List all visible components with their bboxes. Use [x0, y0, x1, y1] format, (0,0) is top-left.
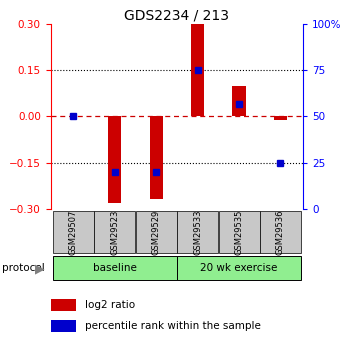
Bar	[53, 211, 94, 253]
Text: log2 ratio: log2 ratio	[85, 300, 135, 310]
Text: GSM29507: GSM29507	[69, 209, 78, 255]
Text: GSM29535: GSM29535	[235, 209, 244, 255]
Text: percentile rank within the sample: percentile rank within the sample	[85, 321, 261, 331]
Bar	[191, 24, 204, 117]
Bar	[108, 117, 121, 203]
Bar	[260, 211, 301, 253]
Text: GSM29529: GSM29529	[152, 209, 161, 255]
Text: 20 wk exercise: 20 wk exercise	[200, 263, 278, 273]
Text: GSM29533: GSM29533	[193, 209, 202, 255]
Bar	[177, 211, 218, 253]
Bar	[94, 211, 135, 253]
Text: protocol: protocol	[2, 264, 44, 273]
Bar	[136, 211, 177, 253]
Text: GSM29523: GSM29523	[110, 209, 119, 255]
Text: GSM29536: GSM29536	[276, 209, 285, 255]
Bar	[218, 211, 260, 253]
Bar	[53, 256, 177, 280]
Text: baseline: baseline	[93, 263, 137, 273]
Bar	[274, 117, 287, 119]
Bar	[177, 256, 301, 280]
Bar	[52, 320, 76, 332]
Bar	[232, 86, 245, 117]
Text: ▶: ▶	[35, 262, 45, 275]
Bar	[52, 299, 76, 310]
Bar	[149, 117, 163, 199]
Title: GDS2234 / 213: GDS2234 / 213	[125, 9, 229, 23]
